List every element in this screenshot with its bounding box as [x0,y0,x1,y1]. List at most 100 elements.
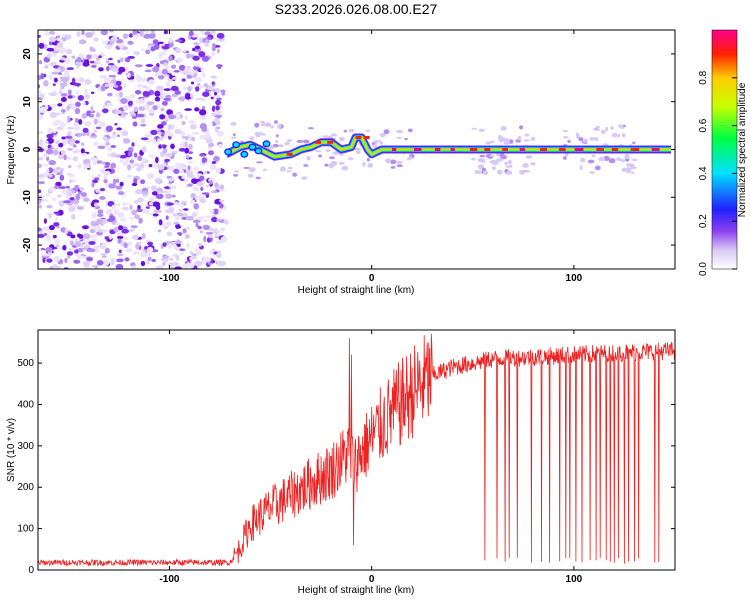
noise-speckle [188,160,194,164]
noise-speckle [117,235,124,240]
noise-speckle [160,107,165,112]
noise-speckle [166,202,174,206]
noise-speckle [38,227,42,232]
noise-speckle [119,91,123,98]
noise-speckle [127,100,133,106]
noise-speckle [91,65,97,68]
noise-speckle [46,47,55,52]
noise-speckle [127,55,135,59]
signal-halo-speckle [504,161,508,165]
noise-speckle [216,126,221,130]
noise-speckle [188,151,193,155]
noise-speckle [199,175,205,181]
noise-speckle [192,55,200,61]
noise-speckle [116,134,121,137]
noise-speckle [65,185,70,189]
noise-speckle [115,110,123,114]
noise-speckle [183,208,189,211]
noise-speckle [91,132,96,137]
signal-halo-speckle [322,135,329,138]
noise-speckle [161,100,168,106]
colorbar-tick-label: 0.6 [698,118,709,132]
noise-speckle [217,66,222,70]
noise-speckle [97,145,106,150]
noise-speckle [200,30,204,35]
noise-speckle [158,51,167,56]
noise-speckle [38,173,45,178]
noise-speckle [100,30,108,36]
signal-peak-mark [519,148,525,151]
noise-speckle [76,233,82,238]
noise-speckle [39,106,47,114]
x-tick-label: -100 [159,574,179,585]
noise-speckle [49,74,53,81]
noise-speckle [38,48,41,52]
noise-speckle [116,232,125,237]
noise-speckle [220,227,226,232]
signal-halo-speckle [481,168,487,172]
noise-speckle [199,123,207,130]
noise-speckle [175,39,183,42]
noise-speckle [95,188,100,193]
signal-peak-mark [434,148,441,151]
noise-speckle [38,181,45,185]
noise-speckle [218,260,227,267]
noise-speckle [173,168,180,174]
noise-speckle [142,90,151,97]
noise-speckle [211,81,215,85]
y-tick-label: 500 [17,358,34,369]
noise-speckle [201,159,206,164]
noise-speckle [152,105,158,111]
signal-halo-speckle [490,160,496,164]
signal-halo-speckle [579,165,583,170]
noise-speckle [99,188,106,192]
noise-speckle [100,252,107,256]
noise-speckle [215,230,223,233]
noise-speckle [121,202,129,205]
signal-halo-speckle [324,163,329,167]
signal-peak-mark [630,148,640,151]
noise-speckle [150,46,156,52]
noise-speckle [190,93,194,98]
noise-speckle [91,53,98,59]
noise-speckle [84,165,91,169]
signal-halo-speckle [595,125,600,129]
noise-speckle [38,204,43,209]
noise-speckle [152,39,159,45]
noise-speckle [120,112,129,116]
noise-speckle [59,174,65,181]
noise-speckle [162,242,167,247]
noise-speckle [128,33,134,38]
noise-speckle [176,247,180,252]
noise-speckle [172,213,178,217]
noise-speckle [73,259,81,264]
noise-speckle [85,32,93,38]
noise-speckle [91,157,100,162]
noise-speckle [43,163,48,167]
noise-speckle [132,121,138,127]
noise-speckle [97,213,104,217]
noise-speckle [113,84,119,88]
noise-speckle [185,226,191,231]
signal-halo-speckle [296,139,304,143]
noise-speckle [38,248,42,252]
noise-speckle [91,264,96,268]
signal-halo-speckle [270,125,274,129]
signal-halo-speckle [264,122,272,127]
noise-speckle [81,113,88,119]
colorbar-tick-label: 0.2 [698,214,709,228]
noise-speckle [204,43,209,47]
snr-series-line [38,333,675,567]
noise-speckle [147,256,152,261]
noise-speckle [203,83,208,88]
noise-speckle [108,82,115,88]
noise-speckle [44,30,49,34]
noise-speckle [173,201,180,206]
noise-speckle [187,165,191,171]
noise-speckle [129,159,135,164]
noise-speckle [48,160,56,166]
noise-speckle [165,209,169,213]
noise-speckle [195,222,199,228]
noise-speckle [55,244,60,248]
